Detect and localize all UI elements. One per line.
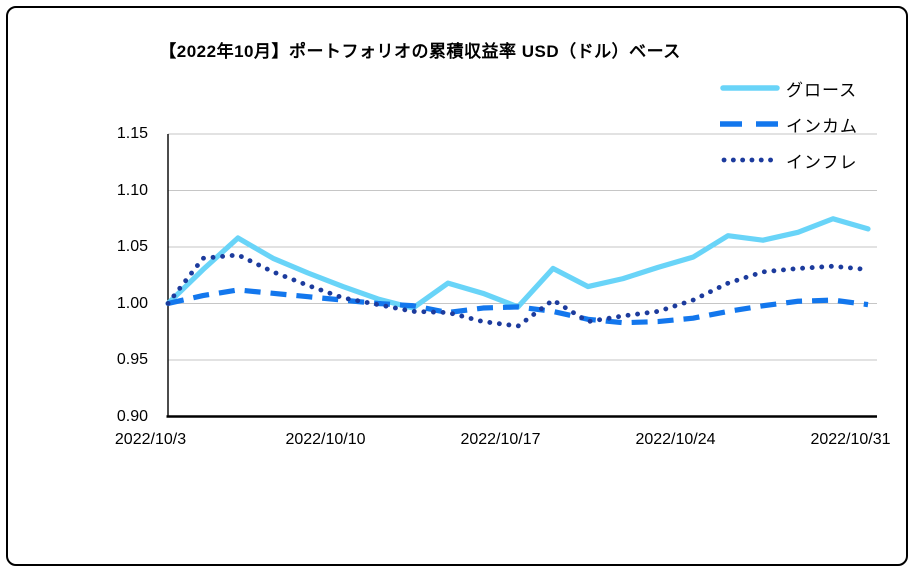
x-axis-tick-label-oct3: 2022/10/3 bbox=[114, 431, 187, 448]
legend-item-inflation: インフレ bbox=[720, 148, 858, 172]
y-axis-tick-label-1.00: 1.00 bbox=[116, 294, 148, 312]
y-axis-tick-label-1.05: 1.05 bbox=[116, 238, 148, 255]
income-dashed-line-icon bbox=[720, 121, 778, 127]
series-line-income bbox=[167, 287, 869, 326]
x-axis-tick-label-oct10: 2022/10/10 bbox=[285, 431, 366, 448]
legend: グロース インカム インフレ bbox=[720, 76, 858, 184]
y-axis-tick-label-0.90: 0.90 bbox=[116, 407, 148, 425]
x-axis-tick-label-oct31: 2022/10/31 bbox=[810, 431, 891, 448]
y-axis-tick-label-1.10: 1.10 bbox=[116, 181, 148, 199]
legend-item-income: インカム bbox=[720, 112, 858, 136]
legend-item-growth: グロース bbox=[720, 76, 858, 100]
growth-line-icon bbox=[720, 85, 780, 91]
series-line-inflation bbox=[165, 252, 871, 329]
x-axis-tick-label-oct24: 2022/10/24 bbox=[635, 431, 716, 448]
y-axis-tick-label-1.15: 1.15 bbox=[116, 125, 148, 142]
legend-label-growth: グロース bbox=[786, 80, 858, 100]
inflation-dotted-line-icon bbox=[721, 157, 780, 163]
x-axis-tick-label-oct17: 2022/10/17 bbox=[460, 431, 541, 448]
legend-label-inflation: インフレ bbox=[786, 152, 858, 172]
y-axis-tick-label-0.95: 0.95 bbox=[116, 351, 148, 368]
chart-title: 【2022年10月】ポートフォリオの累積収益率 USD（ドル）ベース bbox=[159, 42, 681, 61]
legend-label-income: インカム bbox=[786, 116, 858, 136]
